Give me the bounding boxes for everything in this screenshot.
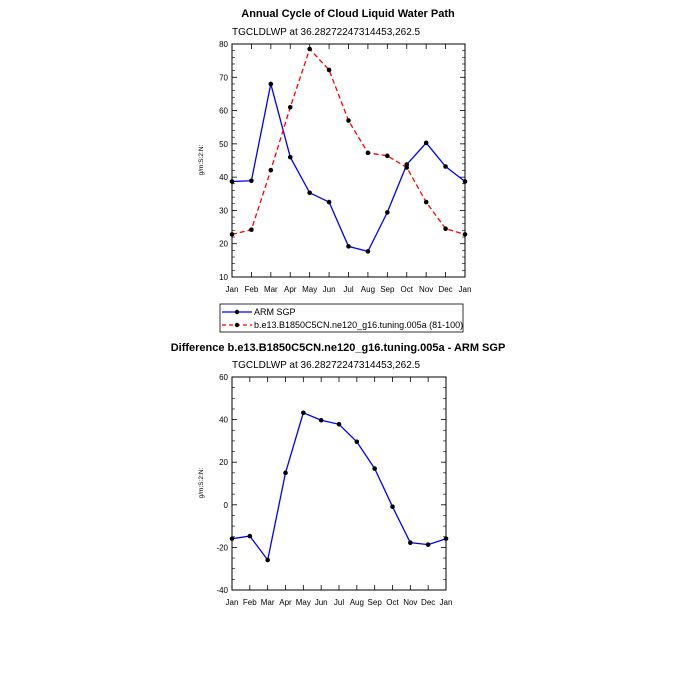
x-tick-label: Oct bbox=[386, 598, 399, 607]
x-tick-label: Nov bbox=[403, 598, 417, 607]
data-point bbox=[326, 199, 332, 205]
x-tick-label: Mar bbox=[264, 285, 278, 294]
y-tick-label: 0 bbox=[224, 501, 229, 510]
data-point bbox=[385, 153, 390, 159]
y-tick-label: 10 bbox=[219, 273, 228, 282]
x-tick-label: Oct bbox=[401, 285, 414, 294]
y-tick-label: 20 bbox=[219, 240, 228, 249]
y-tick-label: 30 bbox=[219, 206, 228, 215]
data-point bbox=[443, 226, 448, 232]
x-tick-label: Mar bbox=[261, 598, 275, 607]
data-point bbox=[443, 164, 448, 169]
data-point bbox=[268, 167, 274, 173]
x-tick-label: Apr bbox=[284, 285, 297, 294]
y-axis-label: g/m:S:2:N: bbox=[198, 467, 205, 498]
data-point bbox=[372, 466, 377, 471]
legend: ARM SGP b.e13.B1850C5CN.ne120_g16.tuning… bbox=[219, 303, 464, 333]
x-tick-label: Aug bbox=[350, 598, 364, 607]
chart-panel-annual-cycle: Annual Cycle of Cloud Liquid Water Path … bbox=[198, 8, 471, 294]
data-point bbox=[326, 67, 332, 73]
data-point bbox=[283, 470, 288, 476]
y-tick-label: -40 bbox=[216, 586, 228, 595]
x-tick-label: Nov bbox=[419, 285, 433, 294]
legend-label-model: b.e13.B1850C5CN.ne120_g16.tuning.005a (8… bbox=[254, 320, 463, 330]
x-tick-label: Jan bbox=[226, 285, 239, 294]
legend-marker-arm-sgp bbox=[234, 309, 240, 315]
y-tick-label: 70 bbox=[219, 73, 228, 82]
x-tick-label: Jan bbox=[440, 598, 453, 607]
data-point bbox=[307, 190, 312, 196]
data-point bbox=[385, 210, 390, 215]
data-point bbox=[390, 504, 395, 510]
x-tick-label: Jul bbox=[334, 598, 344, 607]
data-point bbox=[354, 439, 360, 445]
data-point bbox=[265, 557, 270, 563]
x-tick-label: May bbox=[302, 285, 317, 294]
series-line-1 bbox=[231, 411, 447, 562]
x-tick-label: Jan bbox=[226, 598, 239, 607]
chart-subtitle: TGCLDLWP at 36.282722473144​53,262.5 bbox=[232, 360, 421, 371]
data-point bbox=[247, 533, 253, 539]
y-tick-label: 20 bbox=[219, 458, 228, 467]
data-point bbox=[268, 81, 274, 87]
x-tick-label: Apr bbox=[279, 598, 292, 607]
data-point bbox=[408, 540, 413, 546]
series-line-2 bbox=[231, 47, 466, 236]
x-tick-label: Aug bbox=[361, 285, 375, 294]
x-tick-label: Feb bbox=[245, 285, 259, 294]
data-point bbox=[425, 542, 431, 547]
x-tick-label: Jun bbox=[315, 598, 328, 607]
series-line-1 bbox=[231, 83, 466, 253]
legend-marker-model bbox=[234, 322, 240, 328]
data-point bbox=[346, 118, 351, 123]
x-tick-label: Dec bbox=[438, 285, 452, 294]
data-point bbox=[365, 150, 371, 156]
data-point bbox=[336, 421, 342, 427]
y-tick-label: 80 bbox=[219, 40, 228, 49]
y-tick-label: 40 bbox=[219, 173, 228, 182]
data-point bbox=[423, 199, 429, 205]
data-point bbox=[346, 244, 351, 249]
x-tick-label: Sep bbox=[368, 598, 383, 607]
data-point bbox=[249, 178, 254, 184]
legend-box bbox=[219, 303, 464, 333]
data-point bbox=[287, 154, 293, 160]
data-point bbox=[318, 417, 324, 423]
data-point bbox=[301, 410, 306, 416]
chart-subtitle: TGCLDLWP at 36.282722473144​53,262.5 bbox=[232, 27, 421, 38]
chart-panel-difference: Difference b.e13.B1850C5CN.ne120_g16.tun… bbox=[171, 342, 506, 607]
y-axis-label: g/m:S:2:N: bbox=[198, 144, 205, 175]
data-point bbox=[462, 232, 468, 237]
data-point bbox=[287, 104, 293, 110]
data-point bbox=[229, 536, 235, 541]
y-tick-label: 50 bbox=[219, 140, 228, 149]
y-tick-label: -20 bbox=[216, 543, 228, 552]
data-point bbox=[307, 46, 312, 52]
plot-frame bbox=[231, 376, 447, 591]
data-point bbox=[443, 536, 449, 541]
y-tick-label: 40 bbox=[219, 416, 228, 425]
data-point bbox=[229, 179, 235, 184]
chart-title: Difference b.e13.B1850C5CN.ne120_g16.tun… bbox=[171, 342, 506, 354]
data-point bbox=[365, 249, 371, 254]
data-point bbox=[229, 232, 235, 237]
data-point bbox=[462, 179, 468, 184]
y-tick-label: 60 bbox=[219, 107, 228, 116]
plot-frame bbox=[231, 43, 466, 278]
x-tick-label: Dec bbox=[421, 598, 435, 607]
x-tick-label: Jan bbox=[459, 285, 472, 294]
x-tick-label: Jul bbox=[343, 285, 353, 294]
legend-label-arm-sgp: ARM SGP bbox=[254, 307, 296, 317]
chart-title: Annual Cycle of Cloud Liquid Water Path bbox=[241, 8, 455, 20]
x-tick-label: Jun bbox=[323, 285, 336, 294]
x-tick-label: Feb bbox=[243, 598, 257, 607]
data-point bbox=[423, 140, 429, 146]
x-tick-label: Sep bbox=[380, 285, 395, 294]
data-point bbox=[404, 165, 410, 170]
y-tick-label: 60 bbox=[219, 373, 228, 382]
x-tick-label: May bbox=[296, 598, 311, 607]
data-point bbox=[249, 227, 254, 233]
